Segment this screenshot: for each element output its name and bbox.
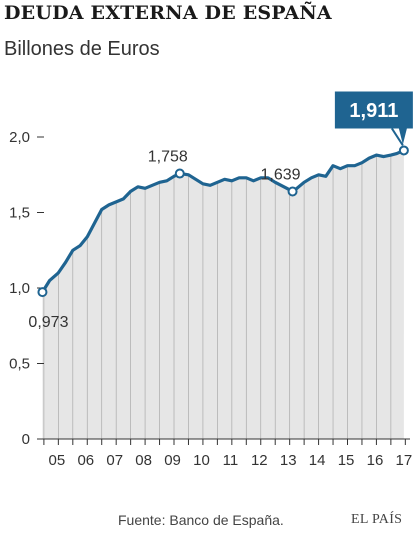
x-tick-label: 15 [338, 452, 355, 469]
y-tick-label: 0 [22, 431, 30, 448]
data-label: 1,639 [261, 167, 301, 184]
chart-title: DEUDA EXTERNA DE ESPAÑA [4, 2, 332, 24]
x-tick-label: 07 [106, 452, 123, 469]
x-tick-label: 10 [193, 452, 210, 469]
x-tick-label: 06 [77, 452, 94, 469]
x-tick-label: 12 [251, 452, 268, 469]
y-tick-label: 0,5 [9, 356, 30, 373]
y-tick-label: 2,0 [9, 129, 30, 146]
source-note: Fuente: Banco de España. [118, 512, 284, 528]
area-fill [42, 150, 404, 439]
data-point-marker [37, 287, 48, 298]
data-label: 1,758 [148, 149, 188, 166]
data-point-marker [398, 145, 409, 156]
x-tick-label: 16 [367, 452, 384, 469]
x-tick-label: 08 [135, 452, 152, 469]
data-label: 0,973 [28, 314, 68, 331]
highlight-callout [334, 91, 413, 145]
x-tick-label: 09 [164, 452, 181, 469]
data-point-marker [287, 186, 298, 197]
highlight-value: 1,911 [349, 100, 398, 122]
x-tick-label: 14 [309, 452, 326, 469]
series-line [40, 148, 406, 294]
data-point-marker [174, 168, 185, 179]
x-tick-label: 13 [280, 452, 297, 469]
brand-logo: EL PAÍS [351, 512, 403, 527]
callout-pointer [391, 127, 404, 146]
x-tick-label: 11 [223, 452, 239, 469]
chart-subtitle: Billones de Euros [4, 38, 160, 60]
x-tick-label: 05 [49, 452, 66, 469]
y-tick-label: 1,0 [9, 280, 30, 297]
x-tick-label: 17 [396, 452, 413, 469]
y-tick-label: 1,5 [9, 205, 30, 222]
